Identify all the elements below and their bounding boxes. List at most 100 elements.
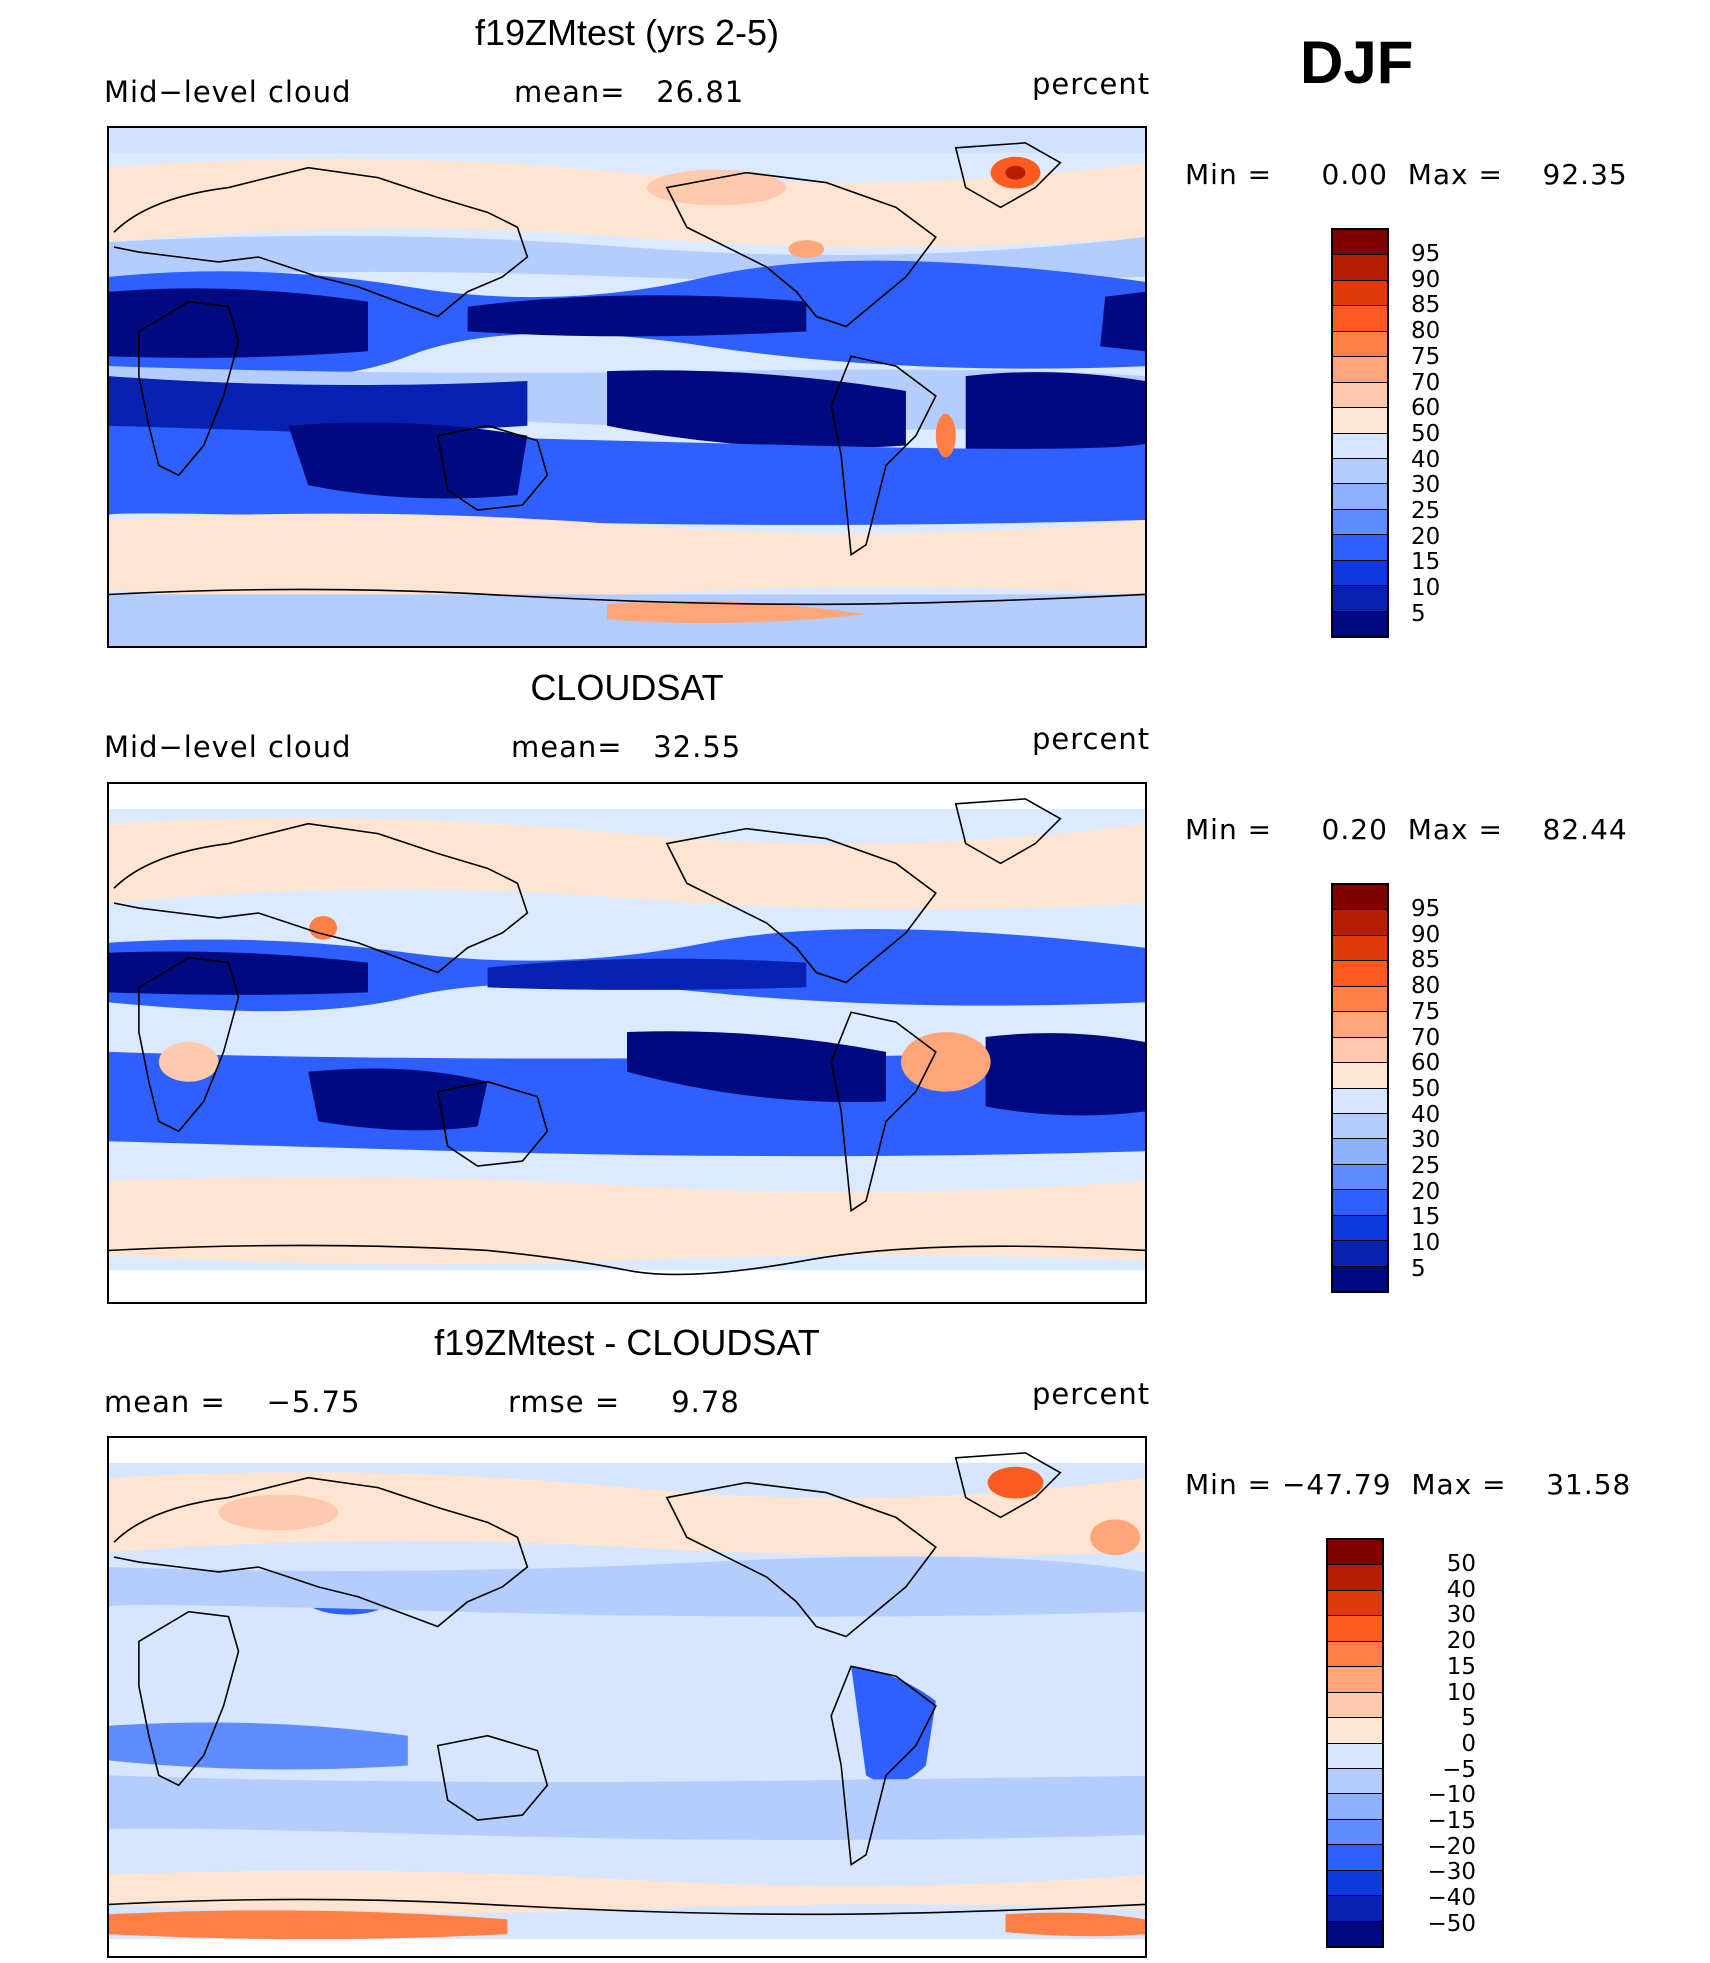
colorbar-tick-label: 95 xyxy=(1411,241,1441,267)
colorbar-tick-label: 0 xyxy=(1461,1730,1476,1757)
panel-title: f19ZMtest - CLOUDSAT xyxy=(434,1322,820,1363)
colorbar-swatch xyxy=(1333,1266,1387,1291)
colorbar-tick-label: 50 xyxy=(1411,420,1441,447)
colorbar-swatch xyxy=(1333,1088,1387,1114)
colorbar-swatch xyxy=(1328,1921,1382,1946)
colorbar-swatch xyxy=(1333,331,1387,358)
colorbar-labels: 50 40 30 20 15 10 5 0 −5 −10 −15 −20 −30 −40 −50 xyxy=(1406,1551,1476,1938)
mean-label: mean= 26.81 xyxy=(514,75,745,109)
rmse-label: rmse = 9.78 xyxy=(508,1385,740,1419)
colorbar-tick-label: 50 xyxy=(1446,1551,1476,1577)
colorbar-tick-label: 25 xyxy=(1411,498,1441,525)
colorbar-tick-label: 20 xyxy=(1411,1178,1441,1205)
colorbar-swatch xyxy=(1333,1215,1387,1242)
colorbar-swatch xyxy=(1333,509,1387,536)
colorbar-tick-label: 20 xyxy=(1411,523,1441,550)
colorbar-tick-label: 40 xyxy=(1446,1576,1476,1603)
map-plot xyxy=(107,126,1147,648)
colorbar-tick-label: 30 xyxy=(1411,1127,1441,1154)
colorbar-labels: 95 90 85 80 75 70 60 50 40 30 25 20 15 10 5 xyxy=(1411,241,1441,628)
colorbar-swatch xyxy=(1333,885,1387,911)
colorbar-tick-label: 75 xyxy=(1411,998,1441,1025)
colorbar-swatch xyxy=(1333,1063,1387,1089)
colorbar-tick-label: 15 xyxy=(1411,1204,1441,1231)
colorbar-tick-label: 80 xyxy=(1411,318,1441,345)
colorbar-swatch xyxy=(1333,280,1387,307)
colorbar-tick-label: 30 xyxy=(1411,472,1441,499)
season-label: DJF xyxy=(1300,29,1414,96)
colorbar-tick-label: 5 xyxy=(1461,1705,1476,1732)
colorbar-tick-label: 10 xyxy=(1411,575,1441,602)
colorbar-tick-label: 40 xyxy=(1411,1101,1441,1128)
colorbar-tick-label: −30 xyxy=(1427,1859,1476,1886)
colorbar-swatch xyxy=(1333,433,1387,459)
colorbar-swatch xyxy=(1328,1870,1382,1897)
colorbar-swatch xyxy=(1333,560,1387,587)
colorbar-swatch xyxy=(1328,1616,1382,1642)
field-label: Mid−level cloud xyxy=(104,75,352,109)
colorbar-swatch xyxy=(1333,535,1387,561)
colorbar-tick-label: 70 xyxy=(1411,1024,1441,1051)
colorbar-labels: 95 90 85 80 75 70 60 50 40 30 25 20 15 10 5 xyxy=(1411,896,1441,1283)
colorbar-swatch xyxy=(1328,1768,1382,1795)
colorbar-tick-label: −5 xyxy=(1442,1756,1476,1783)
colorbar-swatch xyxy=(1333,611,1387,636)
colorbar-tick-label: 85 xyxy=(1411,292,1441,319)
colorbar-swatch xyxy=(1328,1692,1382,1719)
map-plot xyxy=(107,782,1147,1304)
colorbar-tick-label: −15 xyxy=(1427,1808,1476,1835)
colorbar-tick-label: 15 xyxy=(1446,1653,1476,1680)
colorbar-swatch xyxy=(1333,1190,1387,1216)
colorbar-tick-label: 90 xyxy=(1411,266,1441,293)
colorbar-tick-label: 5 xyxy=(1411,600,1426,627)
colorbar-tick-label: 75 xyxy=(1411,343,1441,370)
colorbar-swatch xyxy=(1333,230,1387,256)
colorbar-tick-label: 15 xyxy=(1411,549,1441,576)
min-max-label: Min = 0.20 Max = 82.44 xyxy=(1185,813,1628,846)
units-label: percent xyxy=(1032,1377,1151,1411)
units-label: percent xyxy=(1032,67,1151,101)
colorbar-swatch xyxy=(1333,255,1387,281)
colorbar-tick-label: 30 xyxy=(1446,1602,1476,1629)
colorbar-swatch xyxy=(1333,586,1387,612)
colorbar-swatch xyxy=(1328,1743,1382,1769)
colorbar-swatch xyxy=(1333,1113,1387,1140)
colorbar-swatch xyxy=(1328,1590,1382,1617)
colorbar-tick-label: 85 xyxy=(1411,947,1441,974)
colorbar-swatch xyxy=(1333,484,1387,510)
colorbar-swatch xyxy=(1333,961,1387,987)
colorbar-tick-label: 25 xyxy=(1411,1153,1441,1180)
colorbar-swatch xyxy=(1333,910,1387,936)
colorbar-swatch xyxy=(1333,986,1387,1013)
colorbar xyxy=(1331,883,1389,1293)
colorbar-tick-label: 40 xyxy=(1411,446,1441,473)
panel-title: f19ZMtest (yrs 2-5) xyxy=(474,12,780,53)
colorbar-tick-label: −50 xyxy=(1427,1910,1476,1937)
colorbar-swatch xyxy=(1333,408,1387,434)
colorbar-tick-label: 95 xyxy=(1411,896,1441,922)
colorbar-swatch xyxy=(1328,1540,1382,1566)
colorbar-swatch xyxy=(1333,458,1387,485)
panel-title: CLOUDSAT xyxy=(530,667,724,708)
colorbar-tick-label: 20 xyxy=(1446,1628,1476,1655)
colorbar-swatch xyxy=(1328,1794,1382,1820)
colorbar-swatch xyxy=(1328,1819,1382,1846)
colorbar-swatch xyxy=(1328,1565,1382,1591)
colorbar-tick-label: 90 xyxy=(1411,921,1441,948)
colorbar xyxy=(1331,228,1389,638)
colorbar-tick-label: −10 xyxy=(1427,1782,1476,1809)
colorbar-tick-label: 70 xyxy=(1411,369,1441,396)
units-label: percent xyxy=(1032,722,1151,756)
min-max-label: Min = 0.00 Max = 92.35 xyxy=(1185,158,1628,191)
colorbar-tick-label: 10 xyxy=(1411,1230,1441,1257)
colorbar-swatch xyxy=(1333,935,1387,962)
colorbar-tick-label: 60 xyxy=(1411,1050,1441,1077)
colorbar-tick-label: 5 xyxy=(1411,1255,1426,1282)
field-label: Mid−level cloud xyxy=(104,730,352,764)
colorbar-swatch xyxy=(1333,1012,1387,1038)
min-max-label: Min = −47.79 Max = 31.58 xyxy=(1185,1468,1632,1501)
colorbar-tick-label: 50 xyxy=(1411,1075,1441,1102)
colorbar-swatch xyxy=(1333,382,1387,409)
colorbar-swatch xyxy=(1333,306,1387,332)
colorbar-swatch xyxy=(1328,1641,1382,1668)
